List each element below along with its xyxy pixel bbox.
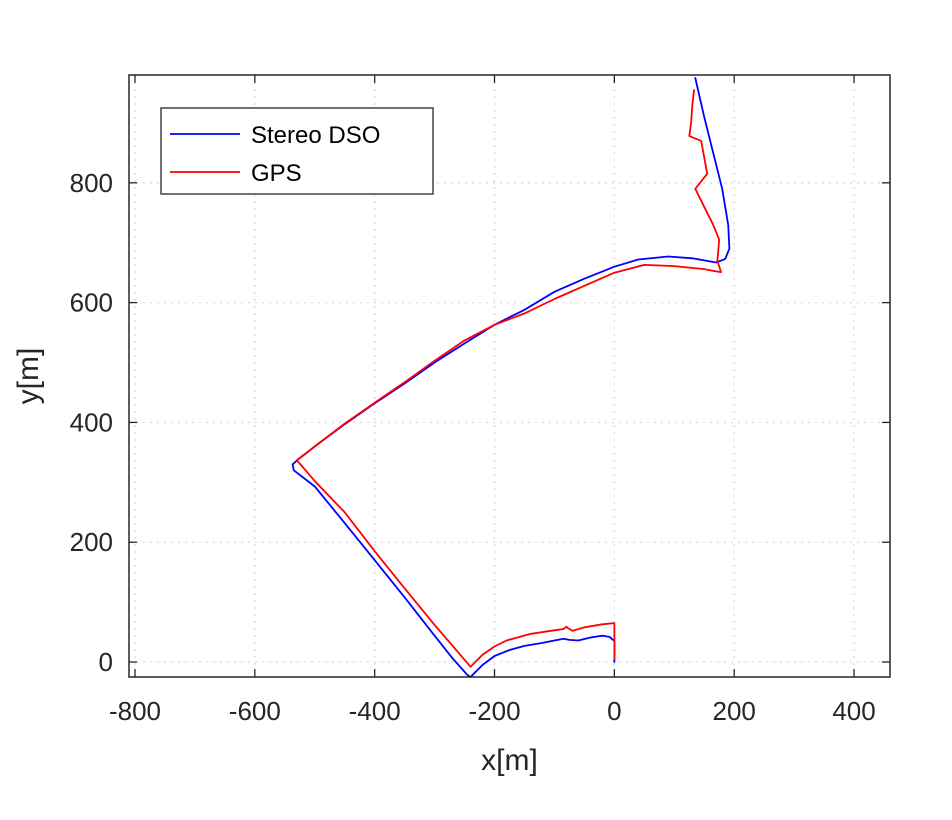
y-axis-label: y[m] xyxy=(12,348,45,405)
y-tick-label: 400 xyxy=(70,407,113,437)
legend-box xyxy=(160,107,434,195)
legend: Stereo DSO GPS xyxy=(160,107,434,195)
x-tick-label: 400 xyxy=(832,696,875,726)
legend-label-stereo-dso: Stereo DSO xyxy=(251,122,380,149)
y-tick-label: 0 xyxy=(99,647,113,677)
x-tick-label: -400 xyxy=(349,696,401,726)
series-line-stereo-dso xyxy=(291,77,731,678)
y-tick-label: 600 xyxy=(70,288,113,318)
ticks: -800 -600 -400 -200 0 200 400 0 200 400 600 800 xyxy=(70,75,890,726)
legend-label-gps: GPS xyxy=(251,160,302,187)
x-tick-label: -800 xyxy=(109,696,161,726)
plot-frame xyxy=(128,74,891,678)
x-tick-label: -200 xyxy=(468,696,520,726)
series-line-gps xyxy=(295,89,722,668)
series-group xyxy=(291,77,731,678)
x-tick-label: 200 xyxy=(713,696,756,726)
x-tick-label: 0 xyxy=(607,696,621,726)
x-tick-label: -600 xyxy=(229,696,281,726)
y-tick-label: 800 xyxy=(70,168,113,198)
x-axis-label: x[m] xyxy=(481,744,538,777)
y-tick-label: 200 xyxy=(70,527,113,557)
